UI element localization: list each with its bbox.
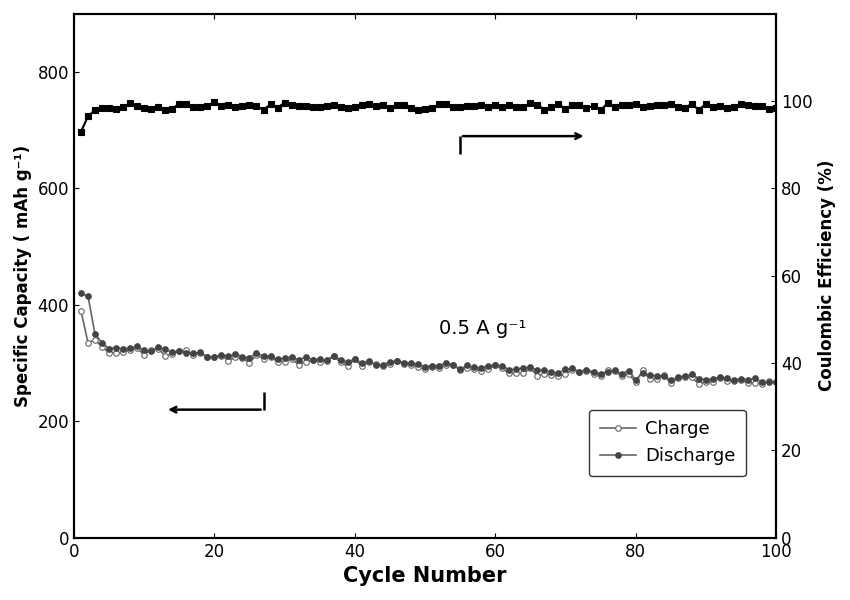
X-axis label: Cycle Number: Cycle Number xyxy=(343,566,507,586)
Y-axis label: Coulombic Efficiency (%): Coulombic Efficiency (%) xyxy=(818,160,836,391)
Discharge xyxy=(237,353,247,360)
Charge xyxy=(715,374,725,381)
Line: Charge: Charge xyxy=(78,308,779,387)
Discharge xyxy=(434,362,445,369)
Charge xyxy=(237,355,247,362)
Charge xyxy=(736,377,746,384)
Discharge xyxy=(771,379,781,386)
Charge xyxy=(209,353,219,361)
Charge xyxy=(76,307,86,314)
Charge xyxy=(434,365,445,372)
Discharge xyxy=(209,353,219,361)
Text: 0.5 A g⁻¹: 0.5 A g⁻¹ xyxy=(439,319,526,338)
Charge xyxy=(771,379,781,386)
Discharge xyxy=(715,373,725,380)
Charge xyxy=(490,361,501,368)
Discharge xyxy=(736,375,746,382)
Y-axis label: Specific Capacity ( mAh g⁻¹): Specific Capacity ( mAh g⁻¹) xyxy=(14,145,32,407)
Legend: Charge, Discharge: Charge, Discharge xyxy=(589,410,746,476)
Discharge xyxy=(490,362,501,369)
Charge xyxy=(757,380,768,388)
Line: Discharge: Discharge xyxy=(78,290,779,385)
Discharge xyxy=(76,290,86,297)
